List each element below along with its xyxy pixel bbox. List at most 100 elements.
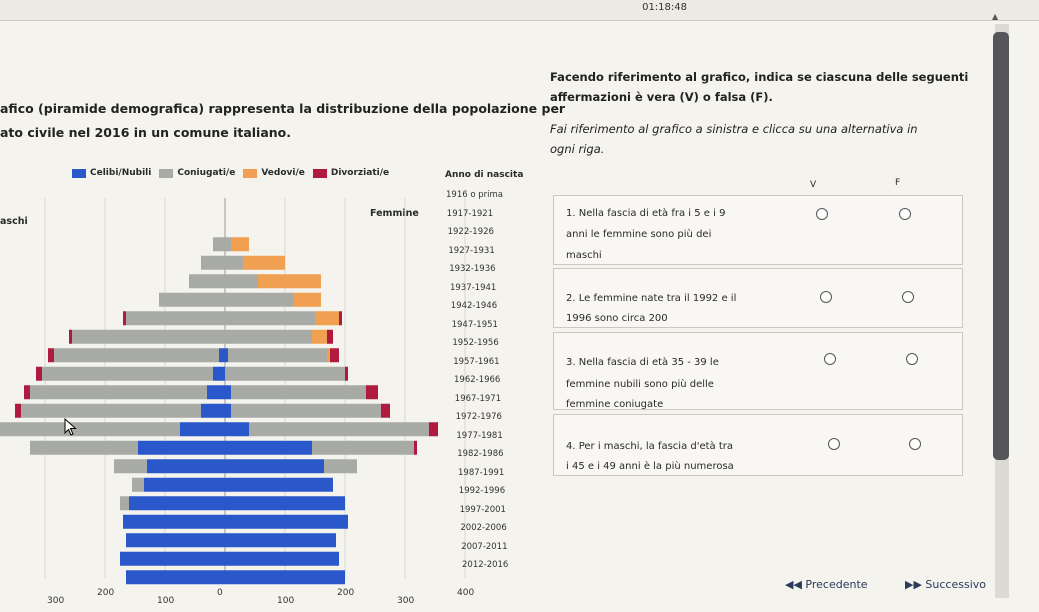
- bar-female-vedovi: [315, 311, 339, 326]
- bar-male-celibi: [201, 403, 225, 418]
- x-tick-label: 400: [457, 588, 475, 598]
- radio-4-f[interactable]: [909, 438, 921, 450]
- bar-male-coniugati: [114, 459, 147, 474]
- bar-male-coniugati: [120, 496, 129, 511]
- bar-male-celibi: [144, 477, 225, 492]
- bar-female-celibi: [225, 440, 312, 455]
- bar-female-divorziati: [330, 348, 339, 363]
- bar-male-coniugati: [72, 329, 225, 344]
- statement-2-line-2: 1996 sono circa 200: [566, 313, 668, 324]
- x-tick-label: 200: [337, 588, 355, 598]
- radio-1-f[interactable]: [899, 208, 911, 220]
- y-tick-label: 1997-2001: [459, 504, 506, 515]
- bar-female-divorziati: [327, 329, 333, 344]
- statement-1-line-2: anni le femmine sono più dei: [566, 229, 712, 240]
- male-label: aschi: [0, 216, 28, 227]
- legend-swatch-divorziati: [312, 168, 327, 178]
- timer: 01:18:48: [642, 2, 687, 13]
- legend-label-coniugati: Coniugati/e: [177, 168, 236, 178]
- bar-male-divorziati: [36, 366, 42, 381]
- y-tick-label: 1987-1991: [458, 467, 505, 478]
- bar-male-coniugati: [42, 366, 213, 381]
- bar-male-divorziati: [15, 403, 21, 418]
- x-tick-label: 0: [217, 588, 223, 598]
- y-tick-label: 1957-1961: [453, 356, 500, 367]
- x-tick-label: 300: [47, 596, 65, 606]
- y-axis-title: Anno di nascita: [445, 170, 524, 180]
- statement-3-line-1: 3. Nella fascia di età 35 - 39 le: [566, 357, 719, 368]
- x-tick-label: 200: [97, 588, 115, 598]
- legend-swatch-vedovi: [243, 168, 258, 178]
- radio-2-f[interactable]: [902, 291, 914, 303]
- bar-female-vedovi: [231, 237, 249, 252]
- radio-3-v[interactable]: [824, 353, 836, 365]
- question-line-1: Facendo riferimento al grafico, indica s…: [550, 70, 969, 84]
- y-tick-label: 1916 o prima: [446, 190, 503, 200]
- statement-2-line-1: 2. Le femmine nate tra il 1992 e il: [566, 293, 737, 304]
- bar-male-celibi: [207, 385, 225, 400]
- radio-3-f[interactable]: [906, 353, 918, 365]
- bar-female-coniugati: [225, 255, 243, 270]
- bar-female-divorziati: [339, 311, 342, 326]
- y-tick-label: 1992-1996: [458, 486, 506, 496]
- statement-4-line-1: 4. Per i maschi, la fascia d'età tra: [566, 441, 734, 452]
- statement-3-line-2: femmine nubili sono più delle: [566, 379, 714, 390]
- radio-1-v[interactable]: [816, 208, 828, 220]
- bar-female-divorziati: [414, 440, 417, 455]
- y-tick-label: 1977-1981: [456, 430, 503, 441]
- top-bar: [0, 0, 1039, 21]
- radio-4-v[interactable]: [828, 438, 840, 450]
- scroll-up-arrow-icon[interactable]: ▲: [992, 12, 999, 21]
- y-tick-label: 1952-1956: [452, 338, 499, 348]
- legend-label-celibi: Celibi/Nubili: [90, 168, 152, 178]
- x-tick-label: 100: [157, 596, 175, 606]
- bar-female-celibi: [225, 459, 324, 474]
- y-tick-label: 1947-1951: [451, 319, 498, 330]
- bar-female-divorziati: [366, 385, 378, 400]
- previous-label: Precedente: [805, 578, 868, 591]
- next-label: Successivo: [925, 578, 986, 591]
- bar-male-coniugati: [21, 403, 201, 418]
- y-tick-label: 1922-1926: [447, 227, 494, 237]
- bar-male-celibi: [120, 551, 225, 566]
- scrollbar-thumb[interactable]: [993, 32, 1009, 460]
- bar-male-celibi: [147, 459, 225, 474]
- next-button[interactable]: ▶▶ Successivo: [905, 578, 986, 591]
- bar-female-celibi: [225, 422, 249, 437]
- y-tick-label: 1932-1936: [449, 264, 496, 274]
- column-header-v: V: [810, 180, 817, 190]
- bar-male-divorziati: [123, 311, 126, 326]
- radio-2-v[interactable]: [820, 291, 832, 303]
- statement-row-3: 3. Nella fascia di età 35 - 39 le femmin…: [553, 332, 963, 410]
- x-tick-label: 100: [277, 596, 295, 606]
- bar-female-coniugati: [249, 422, 429, 437]
- chart-legend: Celibi/Nubili Coniugati/e Vedovi/e Divor…: [72, 166, 389, 180]
- bar-male-celibi: [138, 440, 225, 455]
- y-tick-label: 2002-2006: [460, 523, 507, 533]
- bar-male-celibi: [219, 348, 225, 363]
- bar-female-coniugati: [225, 329, 312, 344]
- population-pyramid-chart: [0, 198, 466, 585]
- bar-male-celibi: [129, 496, 225, 511]
- bar-male-divorziati: [48, 348, 54, 363]
- double-right-arrow-icon: ▶▶: [905, 578, 926, 591]
- legend-item-divorziati: Divorziati/e: [312, 168, 390, 178]
- y-tick-label: 1927-1931: [448, 245, 495, 256]
- double-left-arrow-icon: ◀◀: [785, 578, 806, 591]
- bar-female-vedovi: [312, 329, 327, 344]
- bar-male-celibi: [126, 570, 225, 585]
- bar-female-divorziati: [381, 403, 390, 418]
- legend-label-divorziati: Divorziati/e: [330, 168, 390, 178]
- bar-male-coniugati: [0, 422, 180, 437]
- statement-4-line-2: i 45 e i 49 anni è la più numerosa: [566, 461, 734, 472]
- bar-female-celibi: [225, 570, 345, 585]
- bar-female-divorziati: [429, 422, 438, 437]
- bar-female-vedovi: [243, 255, 285, 270]
- x-tick-label: 300: [397, 596, 415, 606]
- legend-item-coniugati: Coniugati/e: [159, 168, 235, 178]
- bar-female-celibi: [225, 514, 348, 529]
- bar-male-divorziati: [24, 385, 30, 400]
- bar-female-coniugati: [225, 237, 231, 252]
- bar-male-celibi: [126, 533, 225, 548]
- previous-button[interactable]: ◀◀ Precedente: [785, 578, 868, 591]
